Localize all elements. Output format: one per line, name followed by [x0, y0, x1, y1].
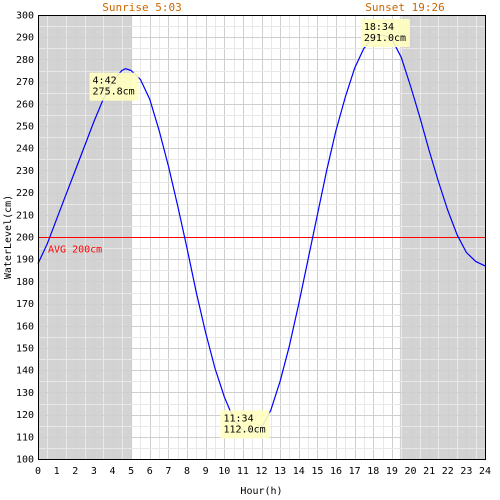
annotation-level: 291.0cm	[364, 33, 406, 44]
y-tick-label: 270	[16, 77, 34, 88]
y-tick-label: 160	[16, 321, 34, 332]
annotation-time: 11:34	[223, 413, 253, 424]
y-tick-label: 300	[16, 11, 34, 22]
average-line-group: AVG 200cm	[38, 237, 485, 256]
y-tick-label: 130	[16, 388, 34, 399]
y-tick-label: 240	[16, 144, 34, 155]
x-tick-label: 3	[91, 466, 97, 477]
average-label: AVG 200cm	[48, 245, 102, 256]
x-tick-label: 12	[255, 466, 267, 477]
x-tick-label: 2	[72, 466, 78, 477]
y-tick-label: 250	[16, 122, 34, 133]
x-tick-label: 8	[184, 466, 190, 477]
x-tick-label: 14	[293, 466, 305, 477]
y-tick-label: 100	[16, 455, 34, 466]
sunrise-label: Sunrise 5:03	[102, 1, 181, 14]
y-tick-label: 200	[16, 233, 34, 244]
x-tick-label: 10	[218, 466, 230, 477]
x-tick-label: 20	[404, 466, 416, 477]
x-tick-label: 6	[147, 466, 153, 477]
annotation-time: 4:42	[93, 76, 117, 87]
x-tick-label: 24	[479, 466, 491, 477]
y-tick-label: 210	[16, 210, 34, 221]
x-tick-label: 4	[109, 466, 115, 477]
x-tick-label: 5	[128, 466, 134, 477]
x-axis-title: Hour(h)	[240, 486, 282, 497]
x-tick-label: 11	[237, 466, 249, 477]
y-tick-label: 150	[16, 344, 34, 355]
y-tick-label: 260	[16, 99, 34, 110]
annotation-box	[89, 72, 139, 101]
x-tick-label: 1	[54, 466, 60, 477]
y-tick-label: 190	[16, 255, 34, 266]
y-tick-label: 110	[16, 432, 34, 443]
annotation-box	[220, 410, 270, 439]
y-tick-label: 170	[16, 299, 34, 310]
annotation-level: 112.0cm	[223, 424, 265, 435]
plot-frame	[38, 15, 486, 460]
y-tick-label: 280	[16, 55, 34, 66]
y-tick-label: 220	[16, 188, 34, 199]
x-tick-label: 21	[423, 466, 435, 477]
annotation-box	[360, 18, 410, 47]
x-tick-label: 19	[386, 466, 398, 477]
x-tick-label: 18	[367, 466, 379, 477]
x-tick-label: 9	[203, 466, 209, 477]
annotation-time: 18:34	[364, 22, 394, 33]
sunset-label: Sunset 19:26	[365, 1, 444, 14]
x-tick-label: 15	[311, 466, 323, 477]
x-tick-label: 23	[460, 466, 472, 477]
y-tick-label: 140	[16, 366, 34, 377]
x-tick-label: 0	[35, 466, 41, 477]
y-tick-label: 120	[16, 410, 34, 421]
tick-labels: 0 1 2 3 4 5 6 7 8 9 10 11 12 13 14 15 16 17 18 19 20 21 22 23 24…	[16, 11, 491, 478]
x-tick-label: 22	[442, 466, 454, 477]
y-tick-label: 180	[16, 277, 34, 288]
annotation-level: 275.8cm	[93, 87, 135, 98]
y-tick-label: 230	[16, 166, 34, 177]
y-tick-label: 290	[16, 33, 34, 44]
x-tick-label: 16	[330, 466, 342, 477]
x-tick-label: 13	[274, 466, 286, 477]
y-axis-title: WaterLevel(cm)	[3, 195, 14, 279]
x-tick-label: 7	[165, 466, 171, 477]
x-tick-label: 17	[349, 466, 361, 477]
